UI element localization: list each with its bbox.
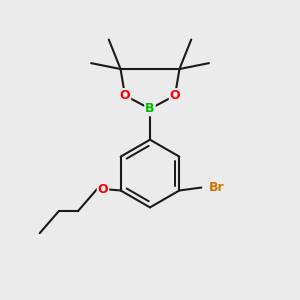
Text: O: O <box>120 89 130 102</box>
Text: O: O <box>98 182 108 196</box>
Text: O: O <box>170 89 180 102</box>
Text: Br: Br <box>209 181 224 194</box>
Text: B: B <box>145 102 155 115</box>
